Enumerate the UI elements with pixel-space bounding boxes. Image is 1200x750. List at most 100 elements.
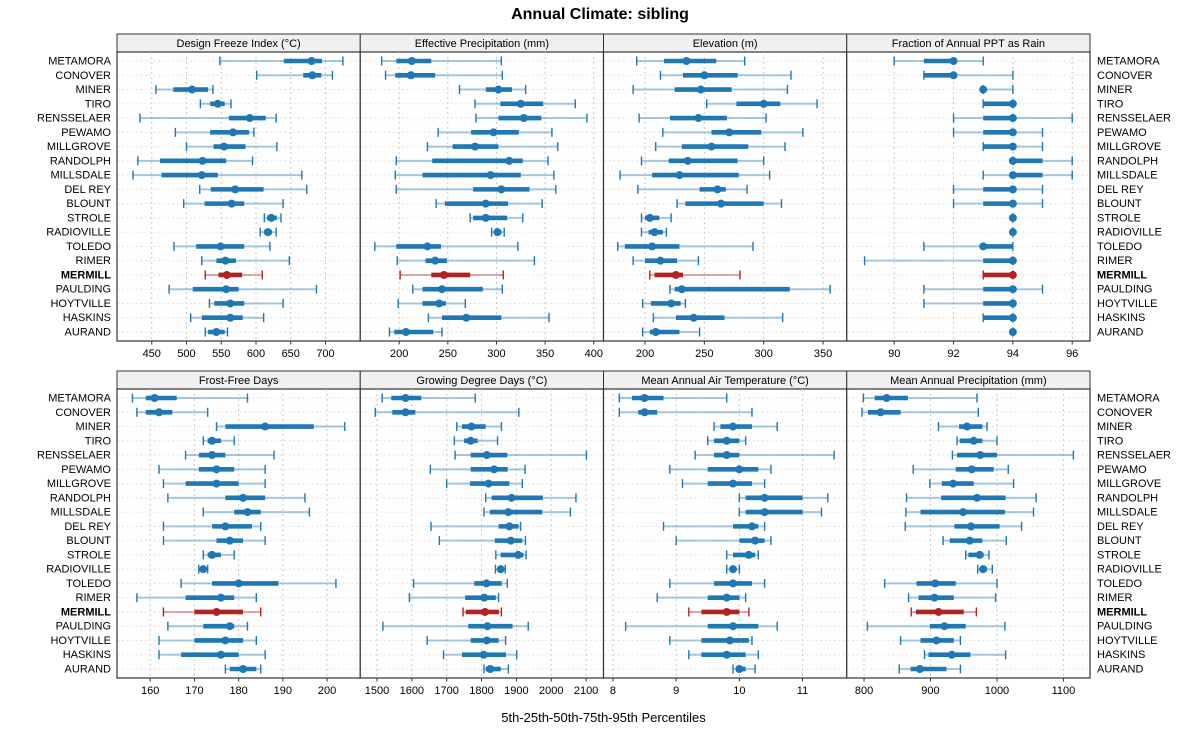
percentile-row-millsdale — [394, 170, 555, 180]
site-label-right-paulding: PAULDING — [1097, 284, 1152, 296]
percentile-row-paulding — [168, 284, 318, 294]
median-dot — [650, 228, 659, 237]
percentile-row-strole — [640, 213, 672, 223]
median-dot — [155, 408, 164, 417]
site-label-left-rimer: RIMER — [76, 592, 112, 604]
median-dot — [208, 451, 217, 460]
site-label-right-conover: CONOVER — [1097, 407, 1153, 419]
percentile-row-metamora — [131, 393, 249, 403]
percentile-row-aurand — [388, 327, 443, 337]
median-dot — [261, 422, 270, 431]
panel-plot-area — [602, 51, 848, 342]
percentile-row-rimer — [656, 593, 747, 603]
site-label-right-hoytville: HOYTVILLE — [1097, 635, 1158, 647]
site-label-left-randolph: RANDOLPH — [50, 155, 111, 167]
site-label-right-rensselaer: RENSSELAER — [1097, 450, 1171, 462]
percentile-row-miner — [456, 422, 503, 432]
site-label-left-pewamo: PEWAMO — [61, 464, 111, 476]
percentile-row-conover — [861, 407, 980, 417]
percentile-row-radioville — [1008, 227, 1017, 237]
percentile-row-mermill — [204, 270, 263, 280]
site-label-left-rensselaer: RENSSELAER — [37, 450, 111, 462]
median-dot — [882, 394, 891, 402]
median-dot — [682, 57, 691, 65]
median-dot — [481, 607, 490, 616]
median-dot — [696, 85, 705, 94]
axis-tick-label: 300 — [755, 348, 773, 360]
site-label-left-mermill: MERMILL — [61, 606, 111, 618]
axis-tick-label: 1100 — [1052, 685, 1076, 697]
median-dot — [505, 522, 514, 531]
median-dot — [1008, 171, 1017, 180]
panel-plot-area — [359, 51, 605, 342]
percentile-row-rensselaer — [638, 113, 767, 123]
median-dot — [212, 328, 221, 336]
percentile-row-blount — [438, 536, 527, 546]
percentile-row-randolph — [905, 493, 1037, 503]
percentile-row-toledo — [669, 578, 766, 588]
median-dot — [967, 465, 976, 474]
site-label-left-haskins: HASKINS — [63, 649, 111, 661]
percentile-row-tiro — [706, 99, 818, 109]
panel-frost-free-days: Frost-Free Days 160 170 180 190 200 — [116, 370, 361, 697]
site-label-left-randolph: RANDOLPH — [50, 492, 111, 504]
percentile-row-millgrove — [655, 142, 786, 152]
median-dot — [308, 71, 317, 80]
median-dot — [439, 270, 448, 279]
median-dot — [973, 493, 982, 502]
median-dot — [947, 650, 956, 659]
percentile-row-mermill — [688, 607, 750, 617]
median-dot — [729, 479, 738, 488]
median-dot — [307, 57, 316, 65]
site-label-left-strole: STROLE — [67, 212, 111, 224]
axis-tick-label: 160 — [141, 685, 159, 697]
median-dot — [689, 313, 698, 322]
panel-title: Frost-Free Days — [199, 375, 279, 387]
percentile-row-mermill — [399, 270, 504, 280]
percentile-row-aurand — [204, 327, 229, 337]
axis-tick-label: 250 — [439, 348, 457, 360]
median-dot — [471, 142, 480, 151]
percentile-row-haskins — [688, 650, 759, 660]
percentile-row-paulding — [866, 621, 1006, 631]
site-label-right-aurand: AURAND — [1097, 664, 1144, 676]
site-label-right-pewamo: PEWAMO — [1097, 127, 1147, 139]
percentile-row-paulding — [412, 284, 504, 294]
median-dot — [216, 593, 225, 602]
axis-tick-label: 180 — [229, 685, 247, 697]
percentile-row-randolph — [640, 156, 765, 166]
percentile-row-conover — [618, 407, 753, 417]
median-dot — [482, 636, 491, 645]
median-dot — [222, 285, 231, 294]
median-dot — [489, 128, 498, 137]
median-dot — [722, 650, 731, 659]
percentile-row-pewamo — [437, 127, 553, 137]
median-dot — [1008, 256, 1017, 265]
median-dot — [722, 607, 731, 616]
percentile-row-mermill — [462, 607, 503, 617]
percentile-row-aurand — [224, 664, 262, 674]
median-dot — [975, 550, 984, 559]
median-dot — [504, 508, 513, 517]
percentile-row-paulding — [624, 621, 778, 631]
median-dot — [735, 465, 744, 474]
percentile-row-millsdale — [132, 170, 303, 180]
percentile-row-tiro — [707, 436, 747, 446]
median-dot — [267, 213, 276, 222]
median-dot — [735, 665, 744, 673]
median-dot — [722, 451, 731, 460]
site-label-left-rensselaer: RENSSELAER — [37, 113, 111, 125]
site-label-right-rimer: RIMER — [1097, 255, 1133, 267]
median-dot — [486, 665, 495, 673]
percentile-row-conover — [384, 70, 504, 80]
median-dot — [480, 593, 489, 602]
axis-tick-label: 94 — [1007, 348, 1019, 360]
site-label-right-millsdale: MILLSDALE — [1097, 170, 1158, 182]
percentile-row-mermill — [162, 607, 262, 617]
percentile-row-millsdale — [982, 170, 1073, 180]
site-label-left-millgrove: MILLGROVE — [47, 141, 111, 153]
panel-title: Fraction of Annual PPT as Rain — [892, 38, 1045, 50]
median-dot — [227, 199, 236, 208]
site-label-right-strole: STROLE — [1097, 212, 1141, 224]
percentile-row-rensselaer — [694, 450, 835, 460]
